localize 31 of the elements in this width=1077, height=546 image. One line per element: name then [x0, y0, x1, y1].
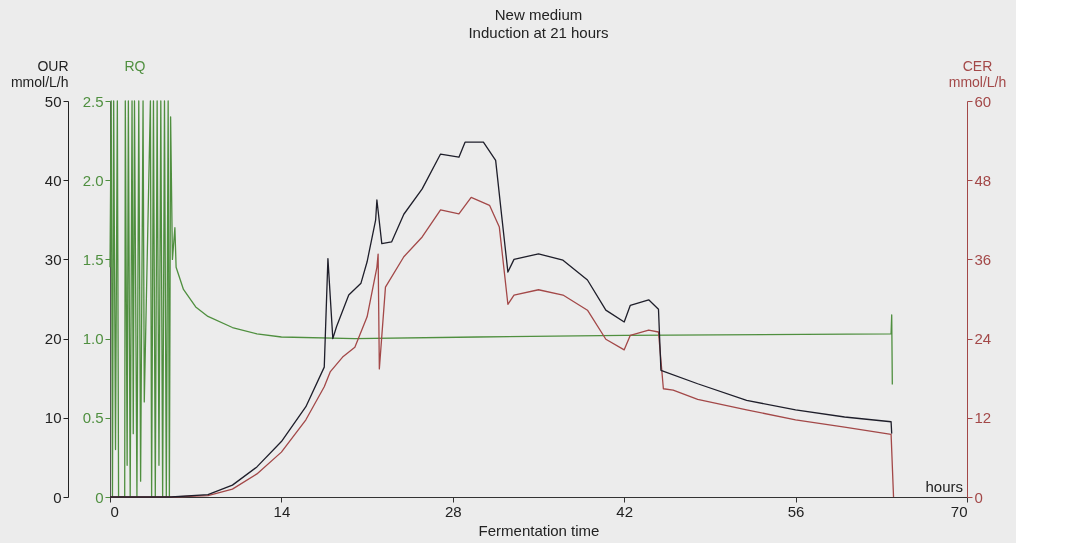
x-tick-label: 14	[273, 502, 291, 520]
x-tick-label: 0	[110, 502, 119, 520]
y3-tick-label: 0.5	[82, 409, 104, 427]
x-tick-label: 56	[787, 502, 805, 520]
x-tick-label: 70	[950, 502, 968, 520]
chart-subtitle: Induction at 21 hours	[468, 24, 609, 41]
y3-tick-label: 1.0	[82, 330, 104, 348]
y3-tick-label: 2.0	[82, 171, 104, 189]
y2-tick-label: 24	[974, 330, 992, 348]
chart-title: New medium	[494, 6, 583, 23]
y-tick-label: 30	[44, 250, 62, 268]
y-tick-label: 10	[44, 409, 62, 427]
y2-axis-title: CER mmol/L/h	[948, 57, 1007, 90]
y2-tick-label: 60	[974, 92, 992, 110]
y2-tick-label: 48	[974, 171, 992, 189]
y3-tick-label: 0	[95, 488, 104, 506]
y-tick-label: 40	[44, 171, 62, 189]
x-tick-label: 28	[444, 502, 462, 520]
y2-tick-label: 12	[974, 409, 992, 427]
y3-axis-title: RQ	[124, 57, 146, 74]
y-tick-label: 50	[44, 92, 62, 110]
y3-tick-label: 1.5	[82, 250, 104, 268]
x-tick-label: 42	[616, 502, 634, 520]
y-axis-title: OUR mmol/L/h	[10, 57, 69, 90]
annotation: hours	[925, 478, 963, 495]
y3-tick-label: 2.5	[82, 92, 104, 110]
y-tick-label: 20	[44, 330, 62, 348]
y2-tick-label: 0	[974, 488, 983, 506]
y2-tick-label: 36	[974, 250, 992, 268]
x-axis-title: Fermentation time	[478, 521, 600, 539]
y-tick-label: 0	[53, 488, 62, 506]
